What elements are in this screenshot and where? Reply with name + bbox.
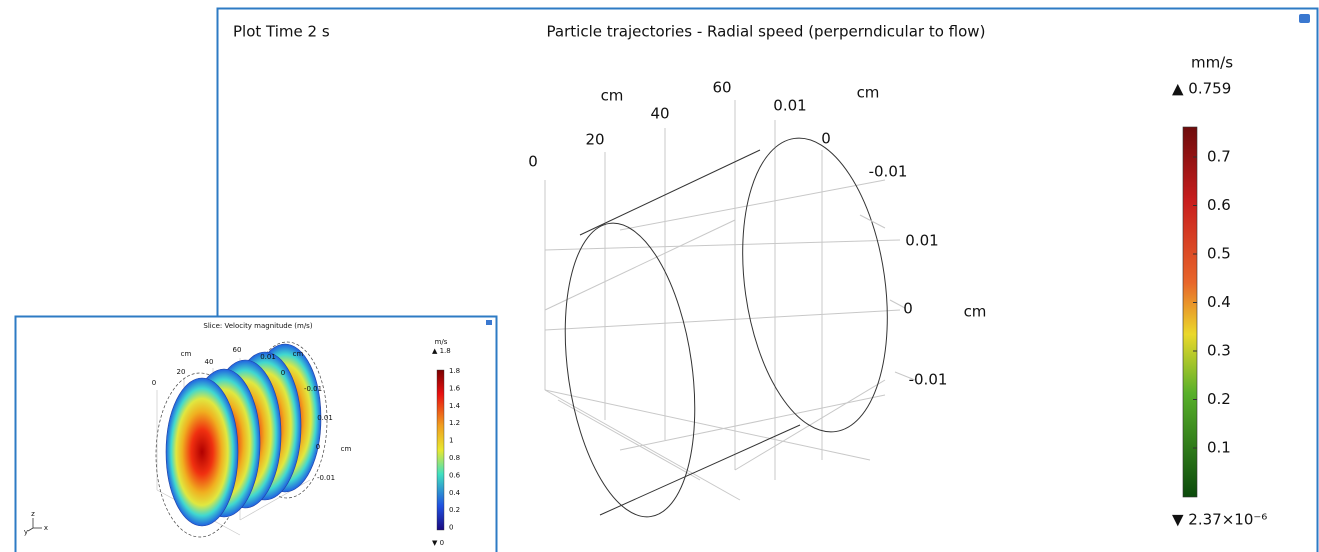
colorbar-unit: mm/s — [1191, 54, 1233, 72]
inset-colorbar-tick-label: 0.2 — [449, 506, 460, 514]
axis-label: 60 — [712, 79, 731, 97]
panel-icon[interactable] — [486, 320, 492, 325]
inset-axis-label: -0.01 — [317, 474, 335, 482]
colorbar-max: ▲ 0.759 — [1172, 80, 1231, 98]
inset-axis-label: 0 — [152, 379, 156, 387]
inset-axis-label: 0 — [316, 443, 320, 451]
axis-label: cm — [857, 84, 880, 102]
axis-label: 20 — [585, 131, 604, 149]
axis-label: 0.01 — [905, 232, 938, 250]
axis-label: cm — [601, 87, 624, 105]
inset-colorbar-tick-label: 0.6 — [449, 471, 461, 479]
inset-colorbar-tick-label: 1.4 — [449, 402, 461, 410]
inset-colorbar-unit: m/s — [435, 338, 448, 346]
triad-label: z — [31, 510, 35, 518]
inset-axis-label: cm — [293, 350, 304, 358]
inset-axis-label: cm — [341, 445, 352, 453]
velocity-slice — [166, 378, 238, 526]
axis-label: -0.01 — [869, 163, 908, 181]
inset-colorbar-tick-label: 0.8 — [449, 454, 460, 462]
axis-label: 40 — [650, 105, 669, 123]
inset-axis-label: 0.01 — [317, 414, 333, 422]
axis-label: -0.01 — [909, 371, 948, 389]
inset-colorbar-tick-label: 1.6 — [449, 384, 461, 392]
axis-label: 0.01 — [773, 97, 806, 115]
colorbar — [1183, 127, 1197, 497]
triad-label: x — [44, 524, 48, 532]
panel-icon[interactable] — [1299, 14, 1310, 23]
colorbar-tick-label: 0.3 — [1207, 342, 1231, 360]
screen: Plot Time 2 s Particle trajectories - Ra… — [0, 0, 1319, 552]
plot-title: Particle trajectories - Radial speed (pe… — [547, 23, 986, 41]
inset-axis-label: 60 — [233, 346, 242, 354]
inset-colorbar-tick-label: 1.2 — [449, 419, 460, 427]
inset-colorbar-max: ▲ 1.8 — [432, 347, 451, 355]
colorbar-tick-label: 0.1 — [1207, 439, 1231, 457]
inset-axis-label: 0.01 — [260, 353, 276, 361]
colorbar-tick-label: 0.4 — [1207, 293, 1231, 311]
axis-label: cm — [964, 303, 987, 321]
inset-colorbar — [437, 370, 444, 530]
colorbar-tick-label: 0.6 — [1207, 196, 1231, 214]
inset-colorbar-tick-label: 0 — [449, 524, 453, 532]
inset-colorbar-tick-label: 0.4 — [449, 489, 461, 497]
triad-label: y — [24, 528, 28, 536]
time-label: Plot Time 2 s — [233, 23, 330, 41]
colorbar-tick-label: 0.7 — [1207, 148, 1231, 166]
inset-colorbar-tick-label: 1.8 — [449, 367, 460, 375]
axis-label: 0 — [903, 300, 913, 318]
inset-colorbar-min: ▼ 0 — [432, 539, 444, 547]
axis-label: 0 — [528, 153, 538, 171]
axis-label: 0 — [821, 130, 831, 148]
inset-axis-label: 0 — [281, 369, 285, 377]
inset-axis-label: 40 — [205, 358, 214, 366]
inset-axis-label: -0.01 — [304, 385, 322, 393]
inset-axis-label: 20 — [177, 368, 186, 376]
inset-axis-label: cm — [181, 350, 192, 358]
inset-title: Slice: Velocity magnitude (m/s) — [203, 322, 312, 330]
colorbar-min: ▼ 2.37×10⁻⁶ — [1172, 511, 1267, 529]
colorbar-tick-label: 0.5 — [1207, 245, 1231, 263]
colorbar-tick-label: 0.2 — [1207, 390, 1231, 408]
inset-colorbar-tick-label: 1 — [449, 437, 453, 445]
